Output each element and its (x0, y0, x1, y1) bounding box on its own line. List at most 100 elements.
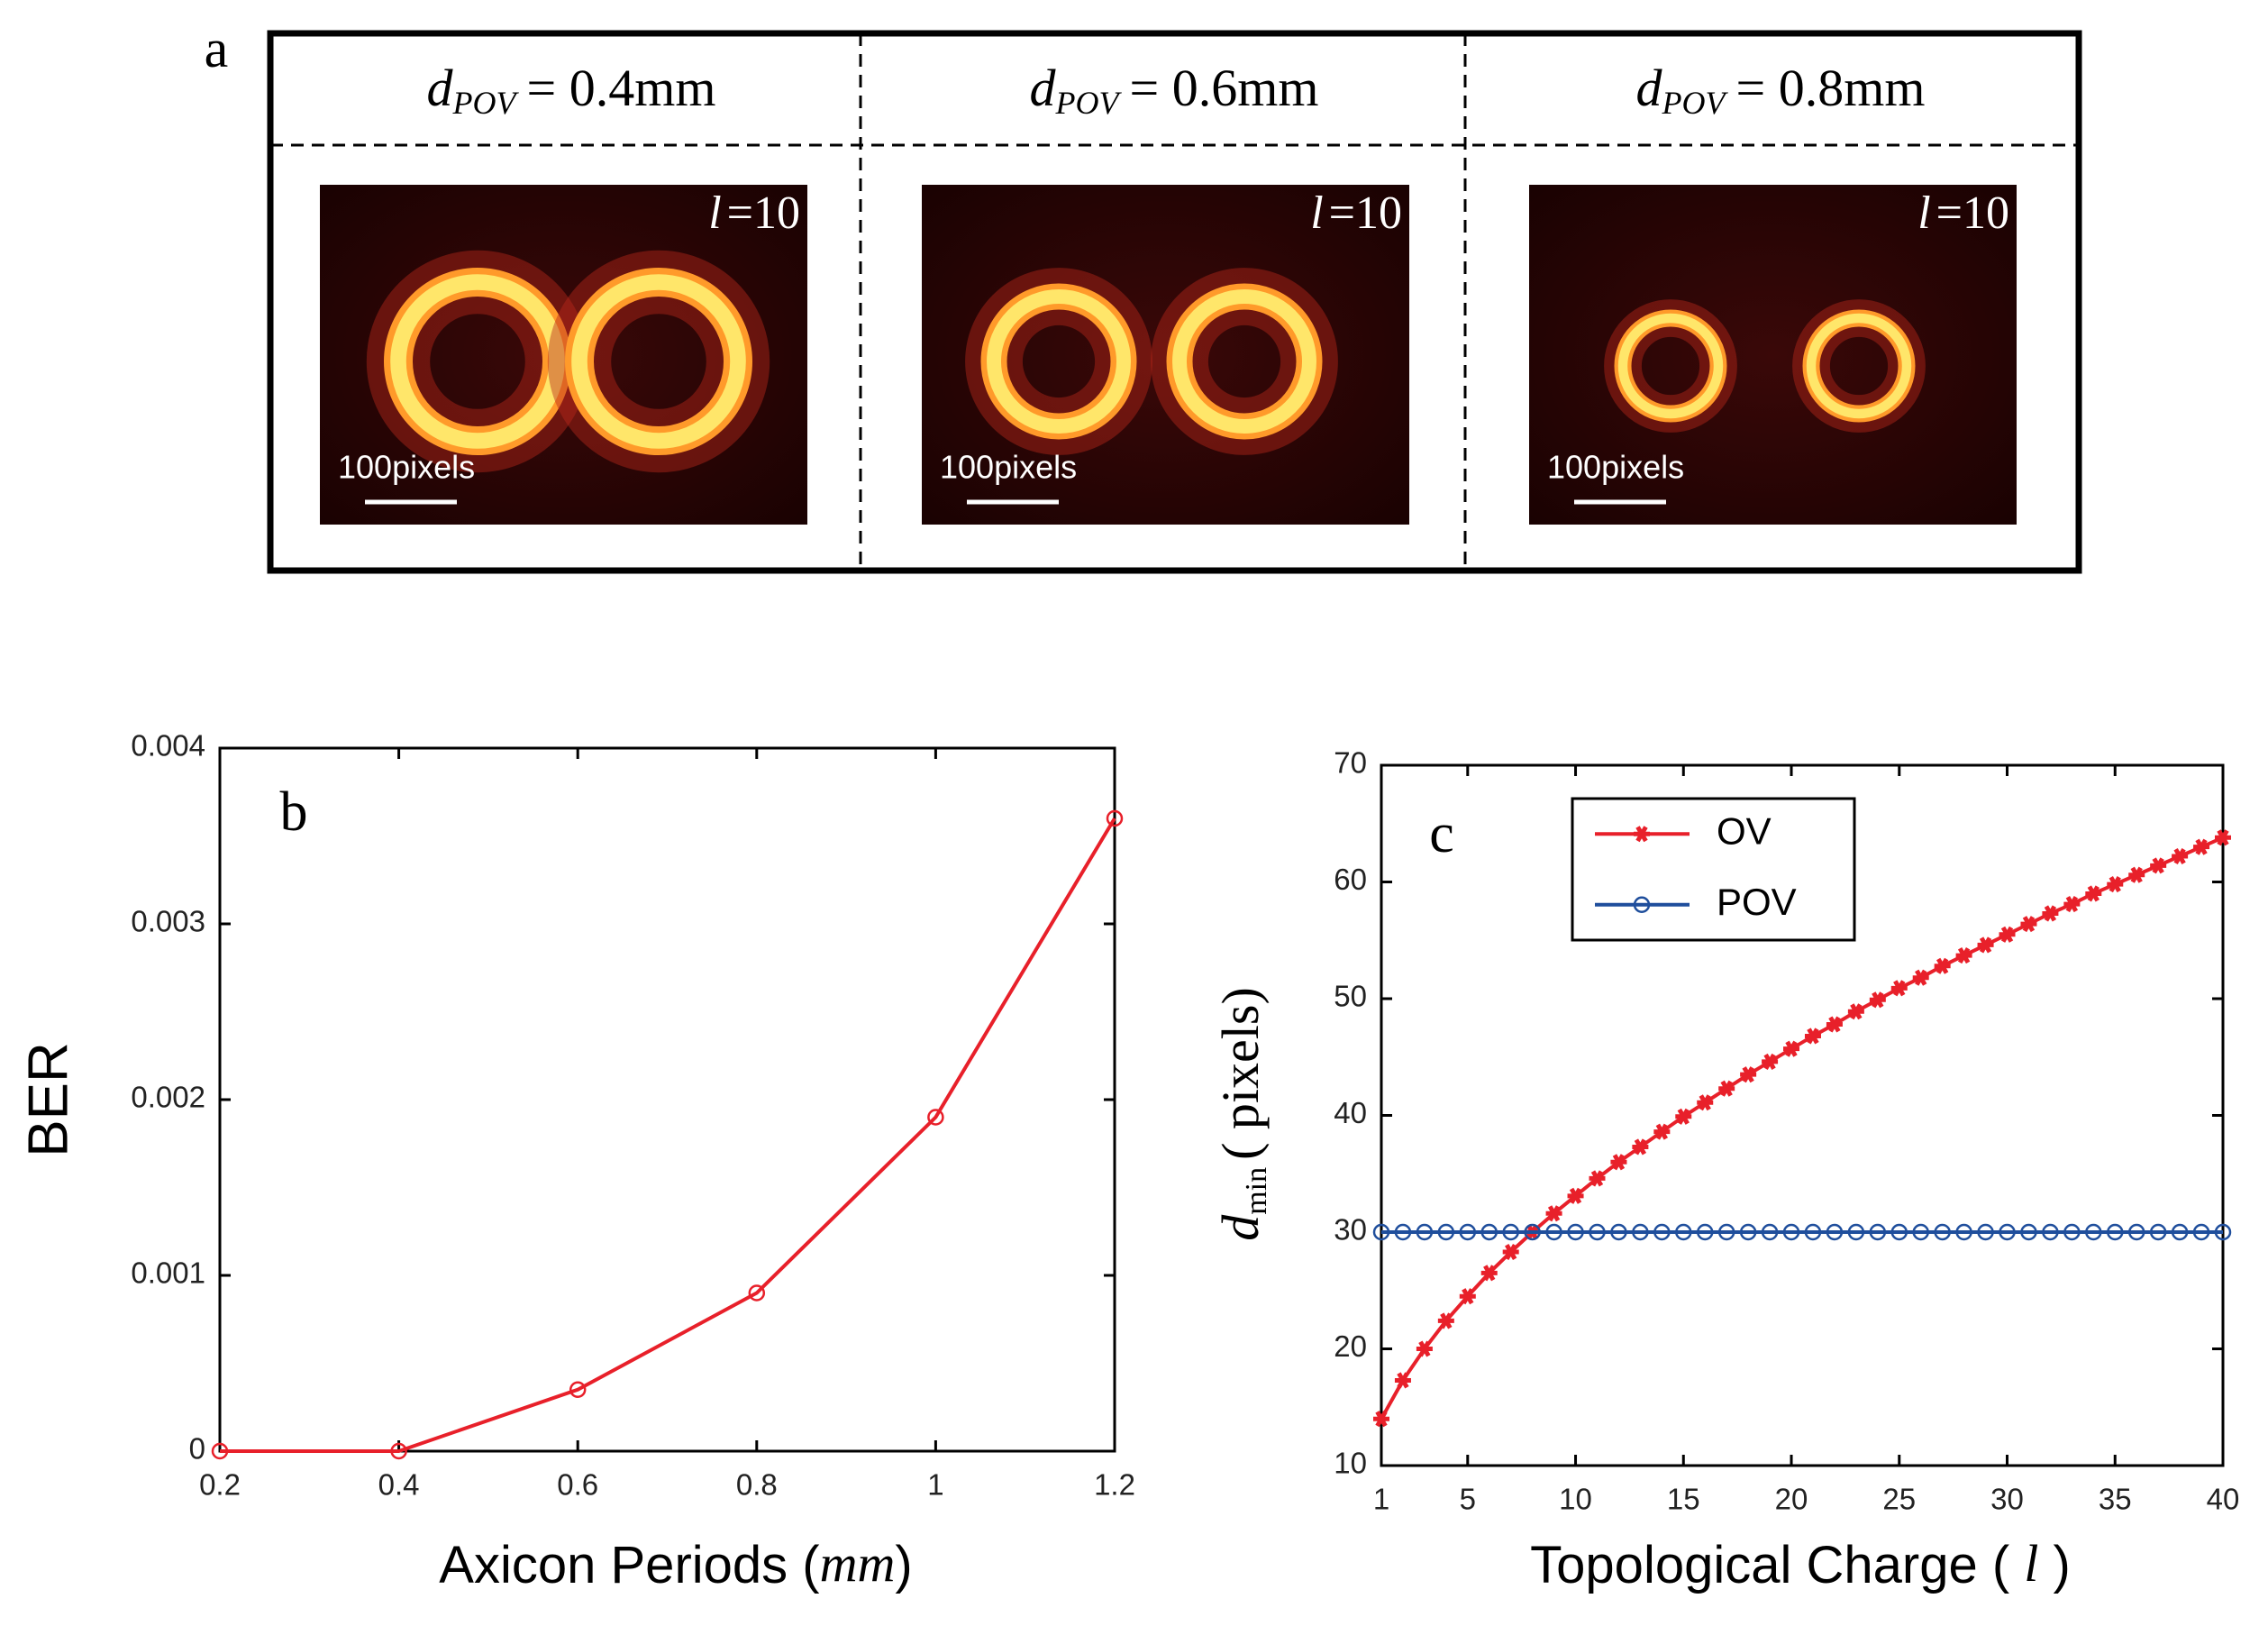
charge-label: l =10 (1917, 187, 2009, 239)
marker (1912, 1223, 1929, 1241)
series-line (220, 817, 1116, 1453)
label-part: ) (895, 1536, 912, 1594)
marker (2063, 1223, 2081, 1241)
value: = 0.4mm (527, 59, 716, 117)
marker (1610, 1154, 1627, 1171)
charge-value: =10 (727, 187, 800, 239)
marker (390, 1442, 407, 1460)
x-tick-label: 25 (1882, 1483, 1916, 1516)
marker (1589, 1170, 1606, 1187)
panel-label: c (1429, 803, 1454, 864)
marker (1567, 1187, 1584, 1204)
charge-value: =10 (1329, 187, 1402, 239)
y-tick-label: 20 (1334, 1329, 1367, 1363)
marker (1502, 1243, 1519, 1261)
label-part: mm (820, 1534, 896, 1593)
marker (1717, 1223, 1735, 1241)
charge-label: l =10 (1310, 187, 1402, 239)
marker (1740, 1066, 1757, 1083)
marker (2127, 1223, 2145, 1241)
y-tick-label: 0.001 (131, 1256, 205, 1290)
subscript: POV (1662, 85, 1729, 121)
marker (1697, 1094, 1714, 1111)
charge-label: l =10 (708, 187, 800, 239)
marker (569, 1381, 587, 1398)
x-tick-label: 1 (1373, 1483, 1389, 1516)
label-part: l (2024, 1534, 2038, 1593)
marker (1545, 1223, 1562, 1241)
symbol: d (1636, 59, 1663, 117)
marker (1524, 1223, 1541, 1241)
marker (2193, 838, 2210, 855)
marker (1826, 1016, 1843, 1033)
y-axis-label: dmin ( pixels) (1211, 987, 1272, 1241)
panel-label: a (205, 19, 229, 78)
marker (1373, 1411, 1389, 1428)
marker (1977, 1223, 1994, 1241)
marker (1675, 1108, 1692, 1125)
marker (1955, 1223, 1972, 1241)
y-tick-label: 50 (1334, 980, 1367, 1013)
marker (1416, 1223, 1434, 1241)
charge-symbol: l (1310, 187, 1323, 239)
marker (1675, 1223, 1692, 1241)
x-tick-label: 1 (927, 1468, 943, 1502)
marker (1934, 957, 1951, 974)
marker (1459, 1288, 1476, 1305)
marker (2085, 1223, 2102, 1241)
label-part: Axicon Periods ( (439, 1536, 819, 1594)
y-tick-label: 60 (1334, 863, 1367, 896)
x-tick-label: 15 (1667, 1483, 1700, 1516)
marker (927, 1109, 944, 1126)
marker (2171, 1223, 2189, 1241)
scale-bar-label: 100pixels (940, 449, 1077, 486)
ring-core (1617, 313, 1724, 419)
y-tick-label: 10 (1334, 1447, 1367, 1480)
marker (2149, 1223, 2167, 1241)
marker (2063, 896, 2081, 913)
marker (211, 1442, 229, 1460)
x-tick-label: 30 (1990, 1483, 2024, 1516)
subscript: POV (452, 85, 520, 121)
charge-symbol: l (1917, 187, 1930, 239)
marker (1890, 1223, 1908, 1241)
y-tick-label: 0.004 (131, 729, 205, 763)
marker (1890, 980, 1908, 997)
marker (1394, 1223, 1412, 1241)
marker (1437, 1312, 1454, 1329)
marker (2085, 885, 2102, 902)
ring-core (987, 289, 1131, 434)
legend-label: POV (1717, 881, 1797, 923)
x-tick-label: 0.4 (378, 1468, 420, 1502)
x-tick-label: 35 (2099, 1483, 2132, 1516)
marker (1653, 1123, 1671, 1140)
y-tick-label: 0.002 (131, 1081, 205, 1114)
column-title: dPOV = 0.6mm (1030, 59, 1319, 121)
legend-label: OV (1717, 809, 1772, 852)
marker (1804, 1028, 1821, 1045)
marker (1653, 1223, 1671, 1241)
marker (1826, 1223, 1844, 1241)
marker (1869, 991, 1886, 1009)
marker (1999, 926, 2016, 943)
marker (1696, 1223, 1714, 1241)
marker (2042, 905, 2059, 922)
marker (1502, 1223, 1519, 1241)
marker (2150, 857, 2167, 874)
ring-core (390, 274, 565, 449)
marker (1782, 1223, 1800, 1241)
marker (1761, 1223, 1779, 1241)
marker (1869, 1223, 1887, 1241)
marker (2020, 916, 2037, 933)
marker (1545, 1205, 1562, 1222)
marker (2172, 847, 2189, 865)
x-tick-label: 40 (2207, 1483, 2240, 1516)
scale-bar-label: 100pixels (1547, 449, 1684, 486)
symbol: d (427, 59, 454, 117)
marker (1934, 1223, 1951, 1241)
marker (1718, 1080, 1735, 1097)
panel-a-frame (267, 30, 2082, 574)
marker (2214, 1223, 2232, 1241)
x-axis-label: Axicon Periods (mm) (439, 1534, 912, 1594)
